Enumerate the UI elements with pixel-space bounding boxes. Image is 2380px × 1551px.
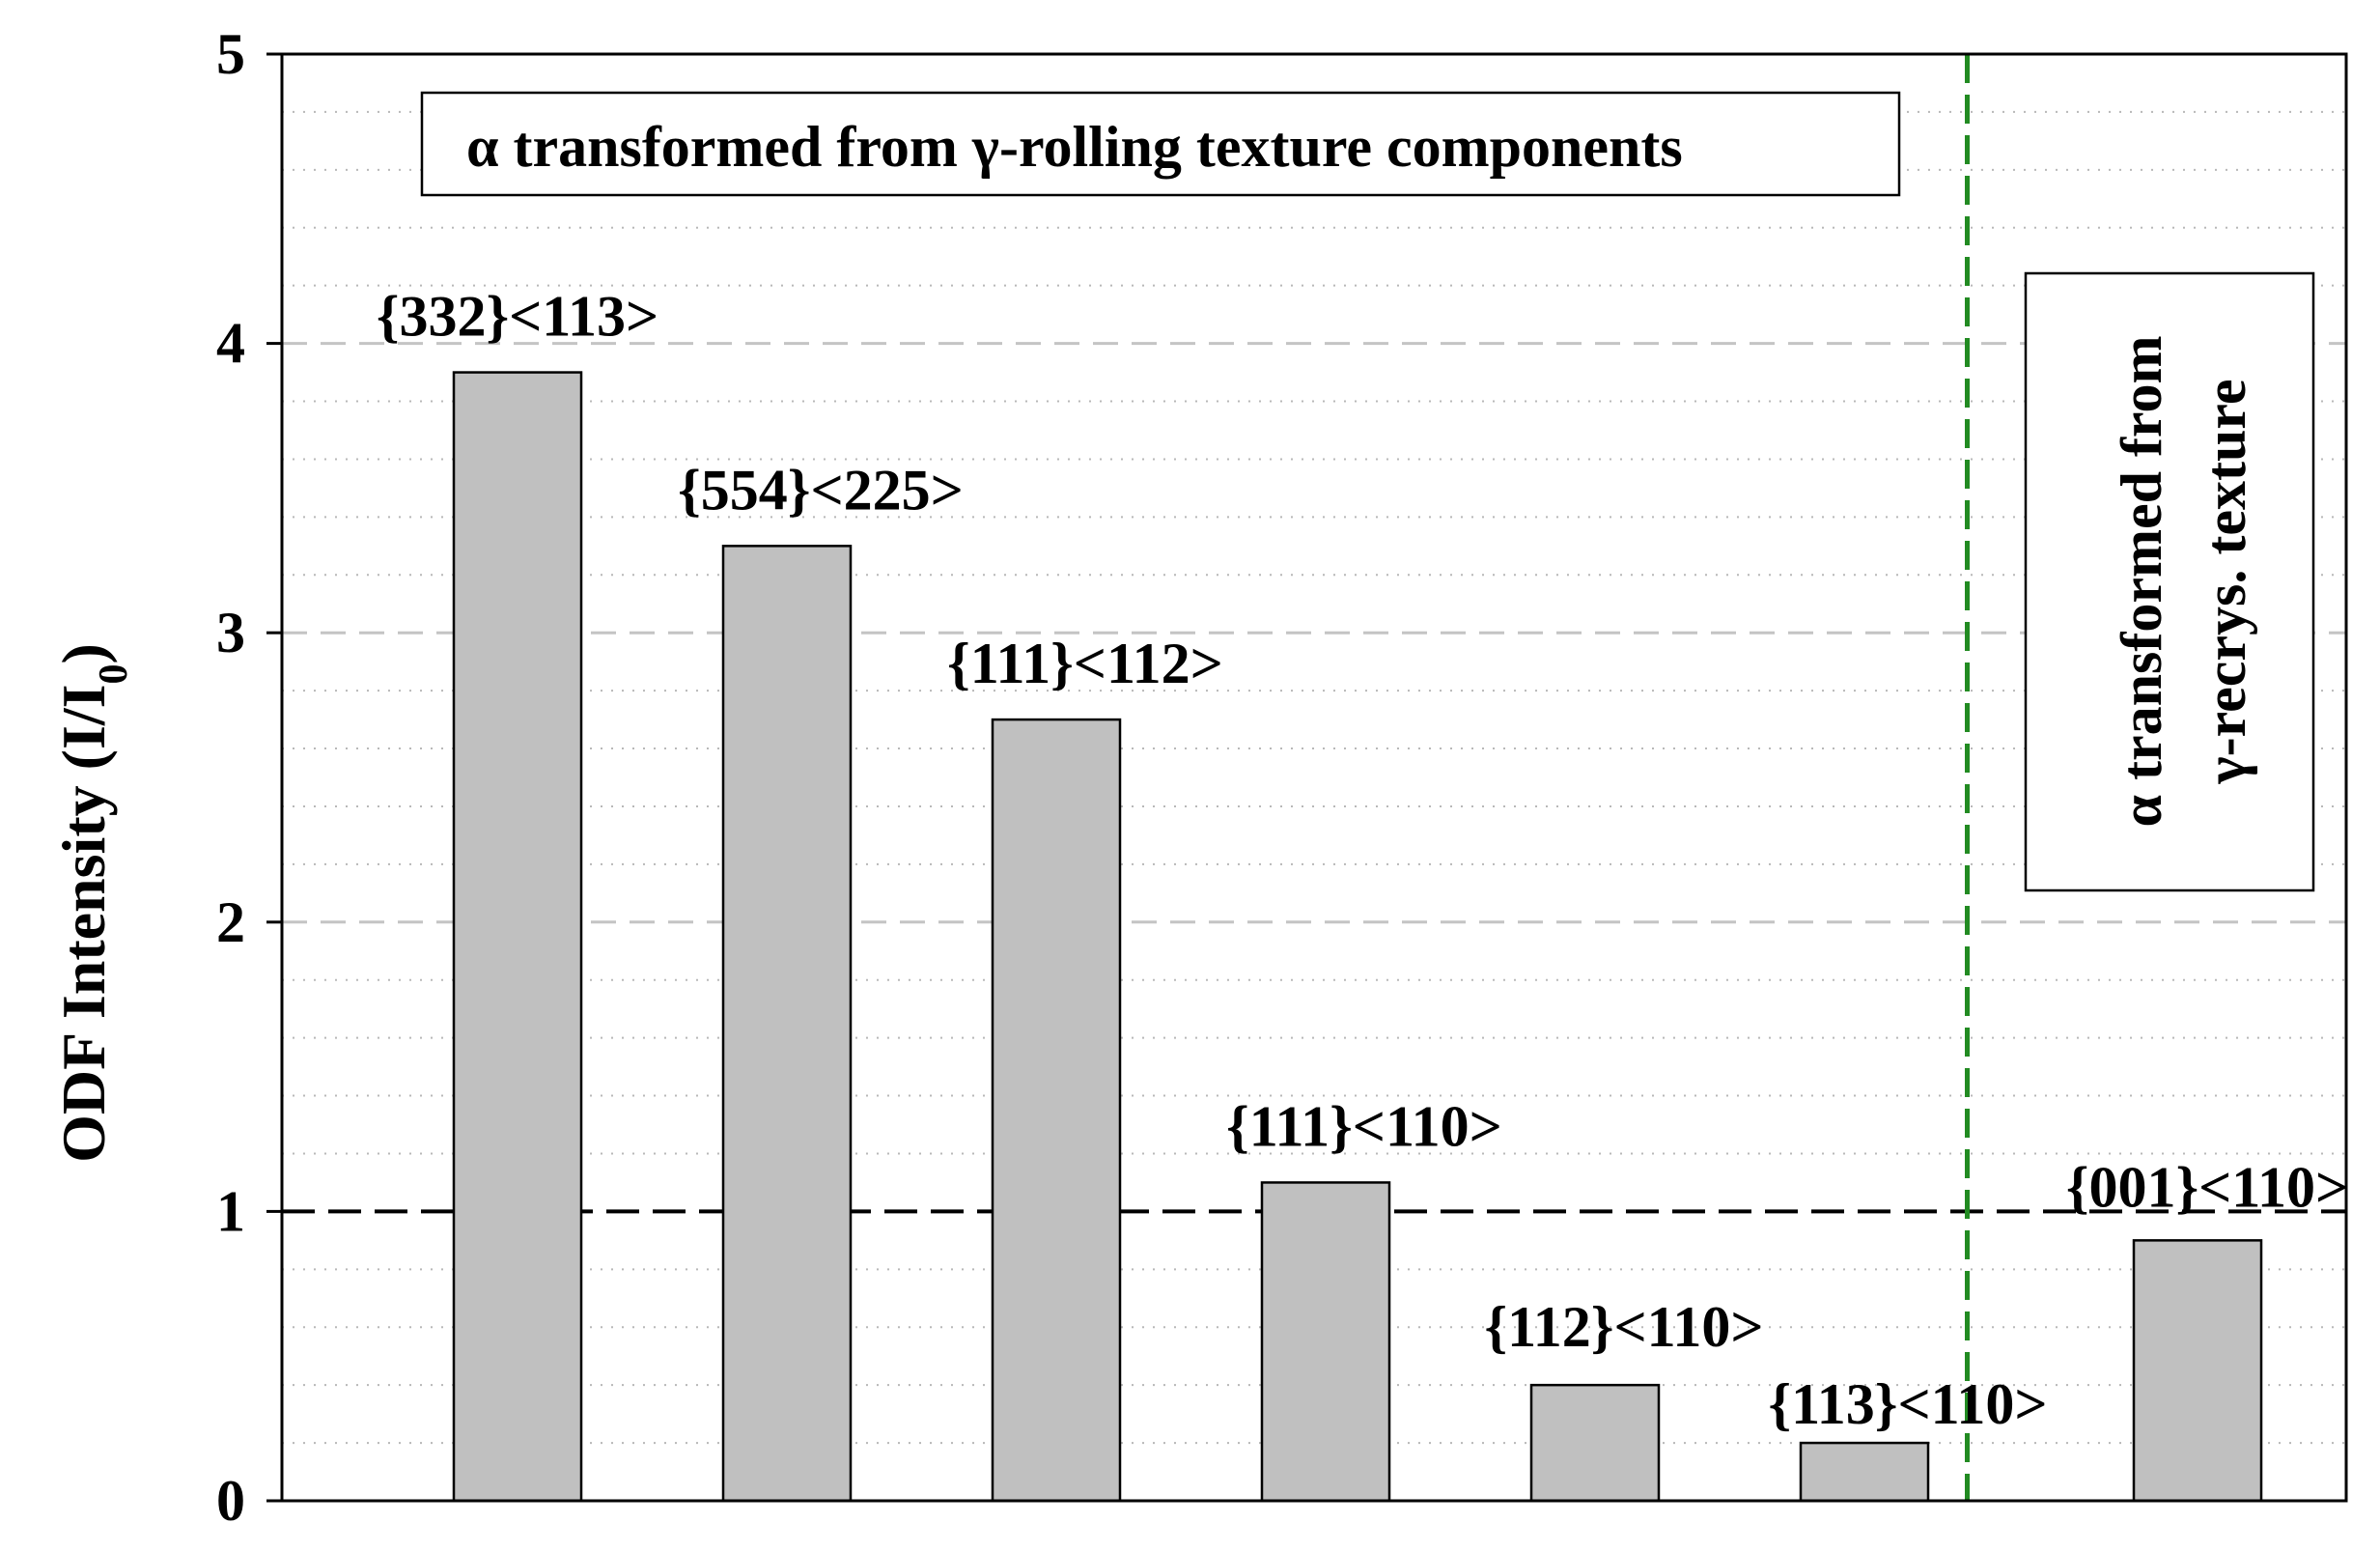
bar bbox=[721, 545, 853, 1503]
y-tick-label: 5 bbox=[216, 22, 245, 86]
y-tick-label: 0 bbox=[216, 1469, 245, 1533]
y-tick-label: 4 bbox=[216, 312, 245, 376]
rolling-annotation-box: α transformed from γ-rolling texture com… bbox=[420, 91, 1901, 197]
bar-category-label: {113}<110> bbox=[1768, 1372, 2047, 1436]
plot-frame-group bbox=[280, 52, 2348, 1503]
bar-category-label: {332}<113> bbox=[377, 285, 658, 349]
major-gridlines bbox=[282, 342, 2346, 924]
y-axis-title-subscript: 0 bbox=[92, 663, 136, 684]
y-axis-title-main: ODF Intensity (I/I bbox=[49, 684, 118, 1162]
plot-area-frame bbox=[280, 52, 2348, 1503]
recrys-annotation-box: α transformed from γ-recrys. texture bbox=[2024, 271, 2315, 892]
bar-category-label: {111}<110> bbox=[1226, 1094, 1502, 1158]
bar bbox=[1260, 1181, 1391, 1503]
bar bbox=[991, 718, 1122, 1503]
y-tick-label: 2 bbox=[216, 890, 245, 954]
recrys-annotation-line1: α transformed from bbox=[2110, 336, 2173, 828]
rolling-annotation-frame bbox=[420, 91, 1901, 197]
bar bbox=[1799, 1441, 1930, 1503]
bar bbox=[1529, 1383, 1661, 1503]
bar-category-label: {112}<110> bbox=[1484, 1295, 1763, 1359]
bar bbox=[452, 371, 583, 1503]
y-axis-title-close: ) bbox=[49, 643, 118, 663]
y-axis-title: ODF Intensity (I/I0) bbox=[49, 643, 136, 1163]
bar-category-label: {001}<110> bbox=[2066, 1155, 2348, 1219]
rolling-annotation-text: α transformed from γ-rolling texture com… bbox=[466, 115, 1683, 179]
y-tick-label: 1 bbox=[216, 1179, 245, 1243]
recrys-annotation-line2: γ-recrys. texture bbox=[2194, 380, 2257, 785]
bar bbox=[2132, 1239, 2263, 1503]
y-tick-label: 3 bbox=[216, 601, 245, 664]
bar-category-label: {111}<112> bbox=[947, 632, 1223, 695]
data-labels-group: {332}<113> {554}<225> {111}<112> {111}<110>… bbox=[377, 285, 2348, 1437]
bars-group bbox=[452, 371, 2263, 1503]
bar-category-label: {554}<225> bbox=[678, 458, 964, 522]
recrys-annotation-frame bbox=[2024, 271, 2315, 892]
y-axis-ticks: 0 1 2 3 4 5 bbox=[216, 22, 282, 1533]
